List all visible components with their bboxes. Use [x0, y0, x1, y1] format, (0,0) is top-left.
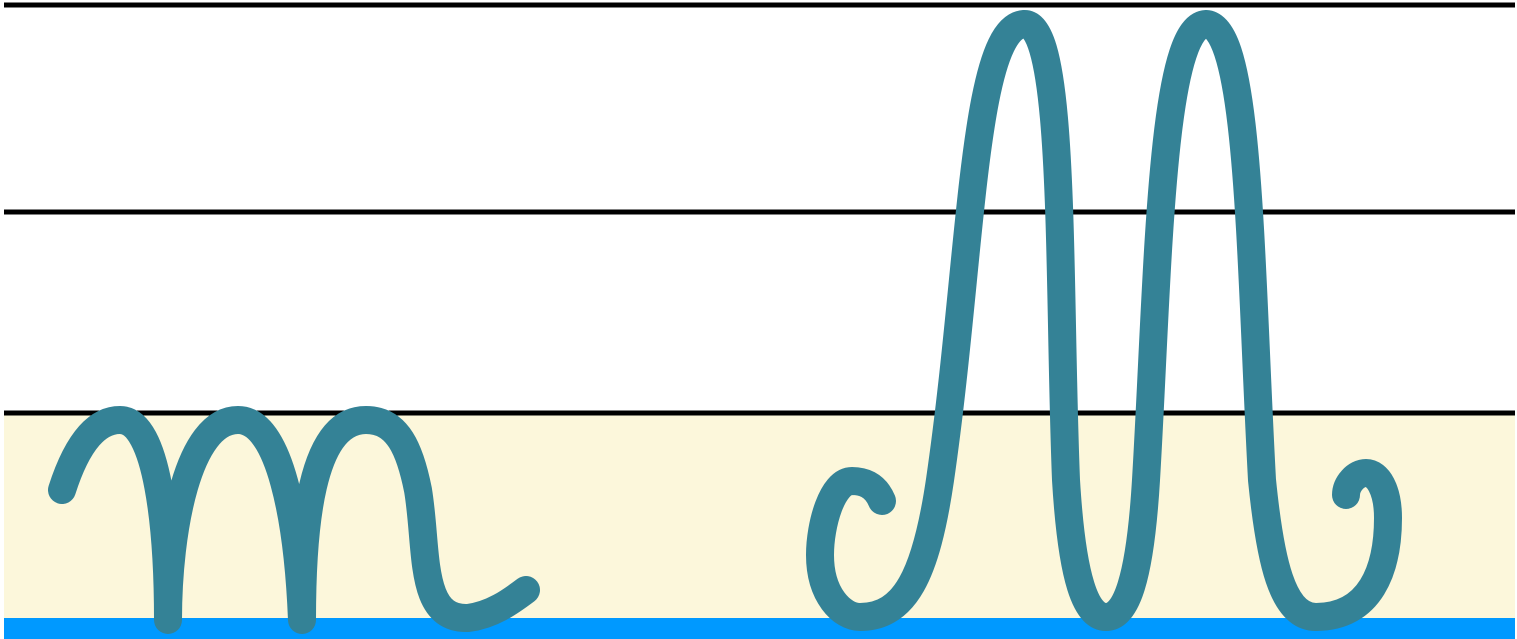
uppercase-m-letter — [806, 10, 1402, 631]
lowercase-m-letter — [48, 406, 540, 634]
baseline — [4, 618, 1515, 639]
